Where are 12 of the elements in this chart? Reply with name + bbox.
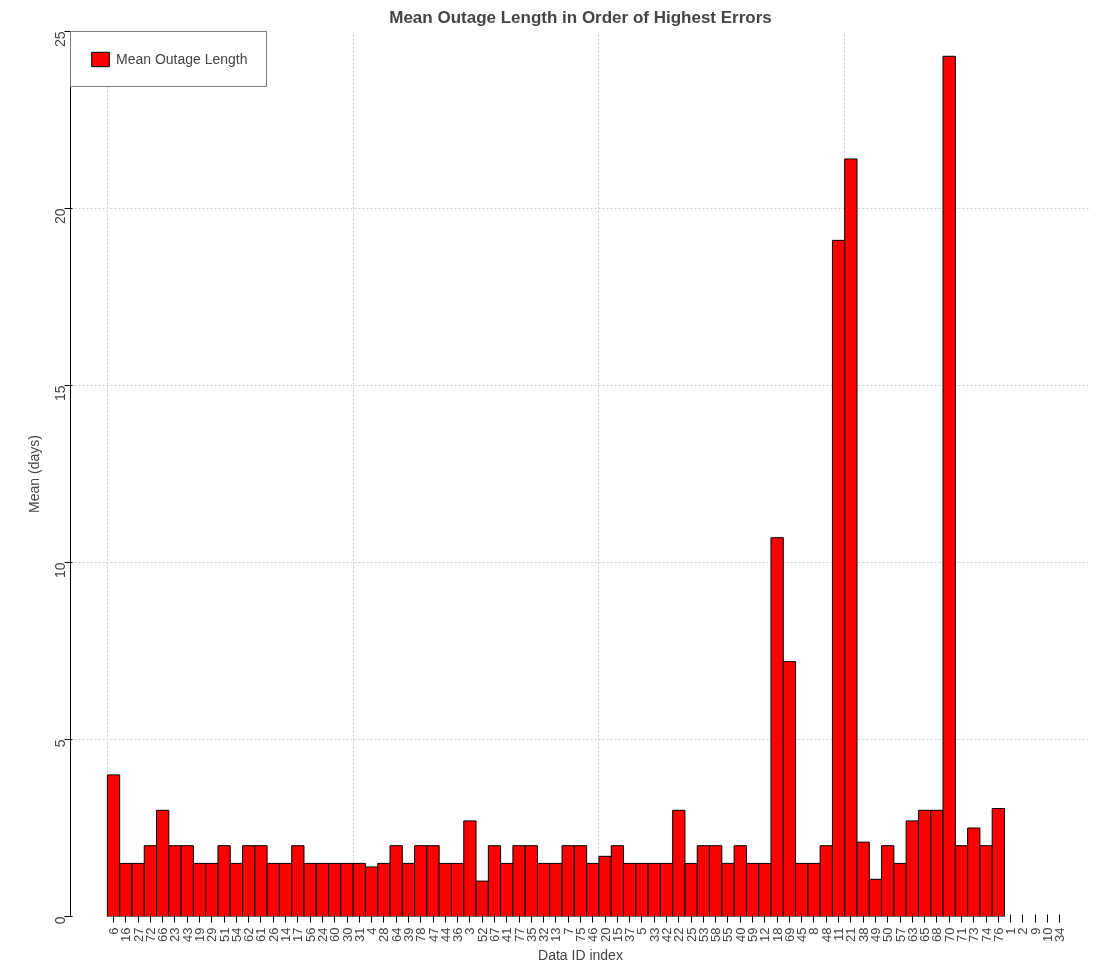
y-axis-title: Mean (days) (25, 435, 42, 513)
y-tick-label: 5 (51, 739, 68, 748)
y-tick-label: 25 (51, 31, 68, 48)
y-tick-label: 0 (51, 916, 68, 925)
x-axis-title: Data ID index (538, 946, 623, 963)
y-tick-label: 10 (51, 562, 68, 579)
x-tick-label: 34 (1052, 927, 1068, 942)
x-tick-label: 75 (573, 927, 588, 942)
chart-title: Mean Outage Length in Order of Highest Errors (389, 7, 772, 27)
y-tick-label: 20 (51, 208, 68, 225)
legend-label: Mean Outage Length (116, 51, 248, 67)
y-tick-label: 15 (51, 385, 68, 402)
